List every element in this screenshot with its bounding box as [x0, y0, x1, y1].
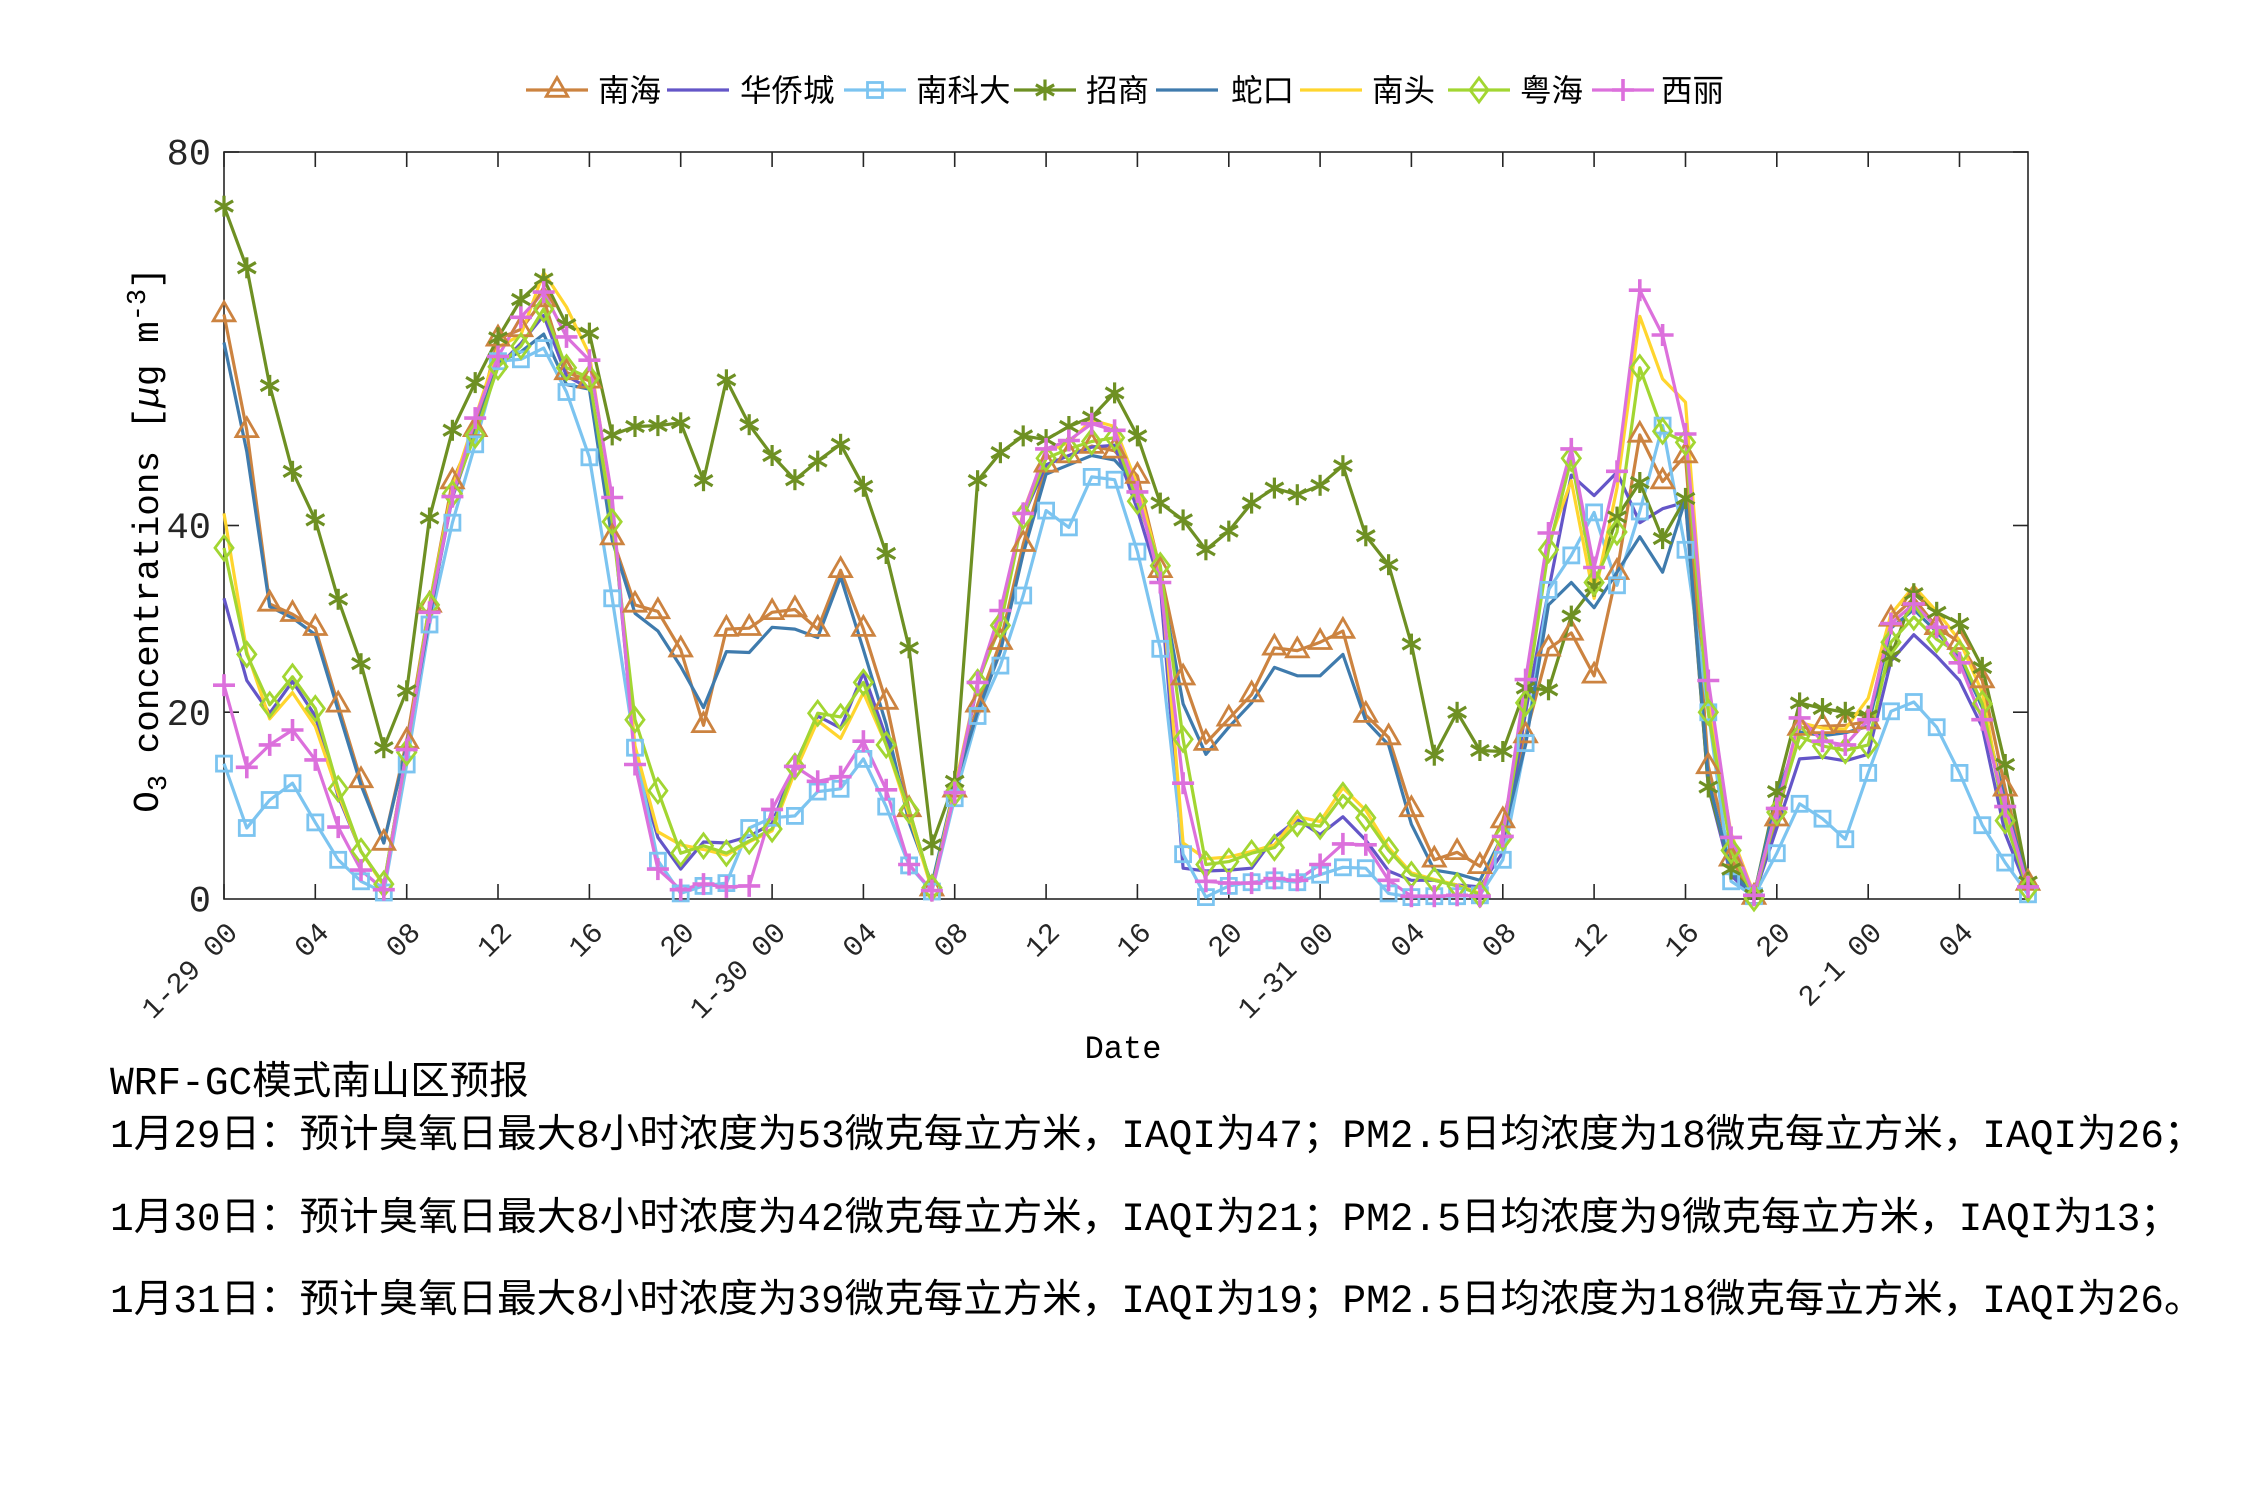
svg-text:20: 20: [167, 695, 211, 737]
svg-text:IAQI: IAQI: [1982, 1279, 2077, 1324]
svg-text:IAQI: IAQI: [1959, 1197, 2054, 1242]
svg-text:PM2.5: PM2.5: [1342, 1197, 1461, 1242]
svg-text:47: 47: [1256, 1114, 1303, 1159]
svg-text:29: 29: [173, 1114, 220, 1159]
svg-text:13: 13: [2093, 1197, 2140, 1242]
svg-text:30: 30: [173, 1197, 220, 1242]
svg-text:0: 0: [189, 882, 211, 924]
svg-text:IAQI: IAQI: [1121, 1279, 1216, 1324]
svg-text:1: 1: [110, 1197, 134, 1242]
svg-text:IAQI: IAQI: [1121, 1197, 1216, 1242]
svg-text:PM2.5: PM2.5: [1342, 1279, 1461, 1324]
svg-text:26: 26: [2117, 1114, 2164, 1159]
svg-text:18: 18: [1658, 1114, 1705, 1159]
svg-text:19: 19: [1256, 1279, 1303, 1324]
svg-text:31: 31: [173, 1279, 220, 1324]
svg-text:39: 39: [797, 1279, 844, 1324]
svg-text:18: 18: [1658, 1279, 1705, 1324]
svg-text:8: 8: [576, 1114, 600, 1159]
svg-text:8: 8: [576, 1197, 600, 1242]
svg-text:O3 concentrations [μg m-3]: O3 concentrations [μg m-3]: [124, 267, 175, 813]
svg-text:1: 1: [110, 1114, 134, 1159]
svg-text:40: 40: [167, 508, 211, 550]
svg-text:53: 53: [797, 1114, 844, 1159]
svg-text:IAQI: IAQI: [1121, 1114, 1216, 1159]
svg-text:26: 26: [2117, 1279, 2164, 1324]
svg-text:8: 8: [576, 1279, 600, 1324]
svg-text:1: 1: [110, 1279, 134, 1324]
svg-text:42: 42: [797, 1197, 844, 1242]
svg-text:80: 80: [167, 135, 211, 177]
svg-text:Date: Date: [1085, 1031, 1162, 1068]
svg-text:PM2.5: PM2.5: [1342, 1114, 1461, 1159]
svg-text:9: 9: [1658, 1197, 1682, 1242]
svg-text:IAQI: IAQI: [1982, 1114, 2077, 1159]
svg-text:WRF-GC: WRF-GC: [110, 1061, 252, 1106]
svg-text:21: 21: [1256, 1197, 1303, 1242]
